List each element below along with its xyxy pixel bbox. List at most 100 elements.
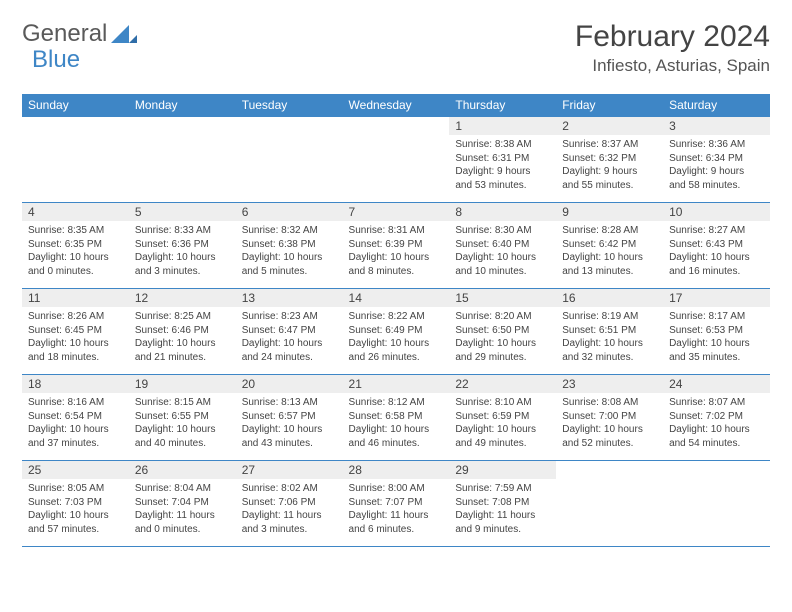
calendar-cell: 16Sunrise: 8:19 AMSunset: 6:51 PMDayligh… xyxy=(556,289,663,375)
day-detail-line: and 57 minutes. xyxy=(28,523,123,537)
day-number: 16 xyxy=(556,289,663,307)
day-number: 7 xyxy=(343,203,450,221)
calendar-cell: 25Sunrise: 8:05 AMSunset: 7:03 PMDayligh… xyxy=(22,461,129,547)
day-number: 15 xyxy=(449,289,556,307)
day-detail-line: Sunset: 6:50 PM xyxy=(455,324,550,338)
day-detail-line: Sunrise: 8:31 AM xyxy=(349,224,444,238)
day-detail-line: and 40 minutes. xyxy=(135,437,230,451)
day-detail-line: Sunrise: 8:13 AM xyxy=(242,396,337,410)
day-number: 3 xyxy=(663,117,770,135)
day-detail-line: and 54 minutes. xyxy=(669,437,764,451)
day-detail-line: Sunset: 6:43 PM xyxy=(669,238,764,252)
day-number: 2 xyxy=(556,117,663,135)
day-detail-line: and 53 minutes. xyxy=(455,179,550,193)
day-detail-line: Sunrise: 8:19 AM xyxy=(562,310,657,324)
calendar-cell xyxy=(22,117,129,203)
day-detail-line: and 37 minutes. xyxy=(28,437,123,451)
calendar-cell xyxy=(129,117,236,203)
day-detail-line: Sunset: 7:02 PM xyxy=(669,410,764,424)
weekday-header: Wednesday xyxy=(343,94,450,117)
day-number: 29 xyxy=(449,461,556,479)
logo-text-1: General xyxy=(22,20,107,48)
day-detail-line: Sunset: 7:07 PM xyxy=(349,496,444,510)
day-detail-line: Daylight: 11 hours xyxy=(349,509,444,523)
day-detail-line: Daylight: 9 hours xyxy=(455,165,550,179)
day-details: Sunrise: 8:12 AMSunset: 6:58 PMDaylight:… xyxy=(343,393,450,454)
day-detail-line: Daylight: 10 hours xyxy=(242,251,337,265)
day-detail-line: Daylight: 10 hours xyxy=(28,337,123,351)
calendar-cell: 19Sunrise: 8:15 AMSunset: 6:55 PMDayligh… xyxy=(129,375,236,461)
calendar-cell: 14Sunrise: 8:22 AMSunset: 6:49 PMDayligh… xyxy=(343,289,450,375)
day-details: Sunrise: 8:10 AMSunset: 6:59 PMDaylight:… xyxy=(449,393,556,454)
day-details: Sunrise: 8:36 AMSunset: 6:34 PMDaylight:… xyxy=(663,135,770,196)
day-details: Sunrise: 8:26 AMSunset: 6:45 PMDaylight:… xyxy=(22,307,129,368)
day-number: 12 xyxy=(129,289,236,307)
calendar-cell: 28 Sunrise: 8:00 AMSunset: 7:07 PMDayligh… xyxy=(343,461,450,547)
day-number: 8 xyxy=(449,203,556,221)
day-detail-line: and 32 minutes. xyxy=(562,351,657,365)
day-detail-line: and 29 minutes. xyxy=(455,351,550,365)
day-detail-line: Sunrise: 8:23 AM xyxy=(242,310,337,324)
calendar-cell: 10Sunrise: 8:27 AMSunset: 6:43 PMDayligh… xyxy=(663,203,770,289)
day-details: Sunrise: 8:02 AMSunset: 7:06 PMDaylight:… xyxy=(236,479,343,540)
day-detail-line: Sunset: 6:51 PM xyxy=(562,324,657,338)
day-detail-line: Sunrise: 8:05 AM xyxy=(28,482,123,496)
calendar-cell: 2Sunrise: 8:37 AMSunset: 6:32 PMDaylight… xyxy=(556,117,663,203)
day-detail-line: and 35 minutes. xyxy=(669,351,764,365)
day-detail-line: and 3 minutes. xyxy=(242,523,337,537)
day-detail-line: Sunset: 6:39 PM xyxy=(349,238,444,252)
day-details: Sunrise: 8:32 AMSunset: 6:38 PMDaylight:… xyxy=(236,221,343,282)
day-detail-line: Sunset: 6:46 PM xyxy=(135,324,230,338)
day-details: Sunrise: 8:38 AMSunset: 6:31 PMDaylight:… xyxy=(449,135,556,196)
calendar-cell: 11Sunrise: 8:26 AMSunset: 6:45 PMDayligh… xyxy=(22,289,129,375)
calendar-cell: 13Sunrise: 8:23 AMSunset: 6:47 PMDayligh… xyxy=(236,289,343,375)
day-detail-line: and 58 minutes. xyxy=(669,179,764,193)
day-detail-line: Sunrise: 8:27 AM xyxy=(669,224,764,238)
day-detail-line: Sunrise: 8:20 AM xyxy=(455,310,550,324)
day-detail-line: Sunrise: 8:35 AM xyxy=(28,224,123,238)
day-number: 27 xyxy=(236,461,343,479)
day-detail-line: and 0 minutes. xyxy=(135,523,230,537)
day-detail-line: and 52 minutes. xyxy=(562,437,657,451)
day-details: Sunrise: 8:19 AMSunset: 6:51 PMDaylight:… xyxy=(556,307,663,368)
day-number: 14 xyxy=(343,289,450,307)
day-number: 6 xyxy=(236,203,343,221)
day-details: Sunrise: 8:37 AMSunset: 6:32 PMDaylight:… xyxy=(556,135,663,196)
day-details: Sunrise: 8:15 AMSunset: 6:55 PMDaylight:… xyxy=(129,393,236,454)
day-detail-line: Sunset: 6:45 PM xyxy=(28,324,123,338)
logo: General xyxy=(22,20,137,48)
day-number: 18 xyxy=(22,375,129,393)
calendar-week-row: 4Sunrise: 8:35 AMSunset: 6:35 PMDaylight… xyxy=(22,203,770,289)
calendar-cell: 6Sunrise: 8:32 AMSunset: 6:38 PMDaylight… xyxy=(236,203,343,289)
day-details: Sunrise: 8:25 AMSunset: 6:46 PMDaylight:… xyxy=(129,307,236,368)
day-detail-line: Daylight: 10 hours xyxy=(135,251,230,265)
day-detail-line: Daylight: 10 hours xyxy=(28,251,123,265)
day-details: Sunrise: 8:16 AMSunset: 6:54 PMDaylight:… xyxy=(22,393,129,454)
day-detail-line: Sunrise: 8:33 AM xyxy=(135,224,230,238)
day-detail-line: Sunrise: 8:08 AM xyxy=(562,396,657,410)
calendar-cell: 23Sunrise: 8:08 AMSunset: 7:00 PMDayligh… xyxy=(556,375,663,461)
calendar-cell xyxy=(343,117,450,203)
calendar-cell: 12Sunrise: 8:25 AMSunset: 6:46 PMDayligh… xyxy=(129,289,236,375)
day-detail-line: Daylight: 10 hours xyxy=(562,337,657,351)
day-number: 28 xyxy=(343,461,450,479)
day-detail-line: Sunrise: 8:28 AM xyxy=(562,224,657,238)
day-number: 22 xyxy=(449,375,556,393)
day-number: 1 xyxy=(449,117,556,135)
day-detail-line: and 18 minutes. xyxy=(28,351,123,365)
calendar-table: Sunday Monday Tuesday Wednesday Thursday… xyxy=(22,94,770,547)
day-detail-line: Sunrise: 8:10 AM xyxy=(455,396,550,410)
day-detail-line: Sunset: 7:04 PM xyxy=(135,496,230,510)
day-details: Sunrise: 8:33 AMSunset: 6:36 PMDaylight:… xyxy=(129,221,236,282)
calendar-cell: 7Sunrise: 8:31 AMSunset: 6:39 PMDaylight… xyxy=(343,203,450,289)
calendar-cell: 17Sunrise: 8:17 AMSunset: 6:53 PMDayligh… xyxy=(663,289,770,375)
weekday-header-row: Sunday Monday Tuesday Wednesday Thursday… xyxy=(22,94,770,117)
day-details: Sunrise: 8:22 AMSunset: 6:49 PMDaylight:… xyxy=(343,307,450,368)
day-detail-line: Sunrise: 8:00 AM xyxy=(349,482,444,496)
day-detail-line: and 9 minutes. xyxy=(455,523,550,537)
day-detail-line: and 26 minutes. xyxy=(349,351,444,365)
day-detail-line: Sunset: 6:42 PM xyxy=(562,238,657,252)
day-detail-line: Daylight: 10 hours xyxy=(28,423,123,437)
calendar-cell: 24Sunrise: 8:07 AMSunset: 7:02 PMDayligh… xyxy=(663,375,770,461)
day-number: 20 xyxy=(236,375,343,393)
